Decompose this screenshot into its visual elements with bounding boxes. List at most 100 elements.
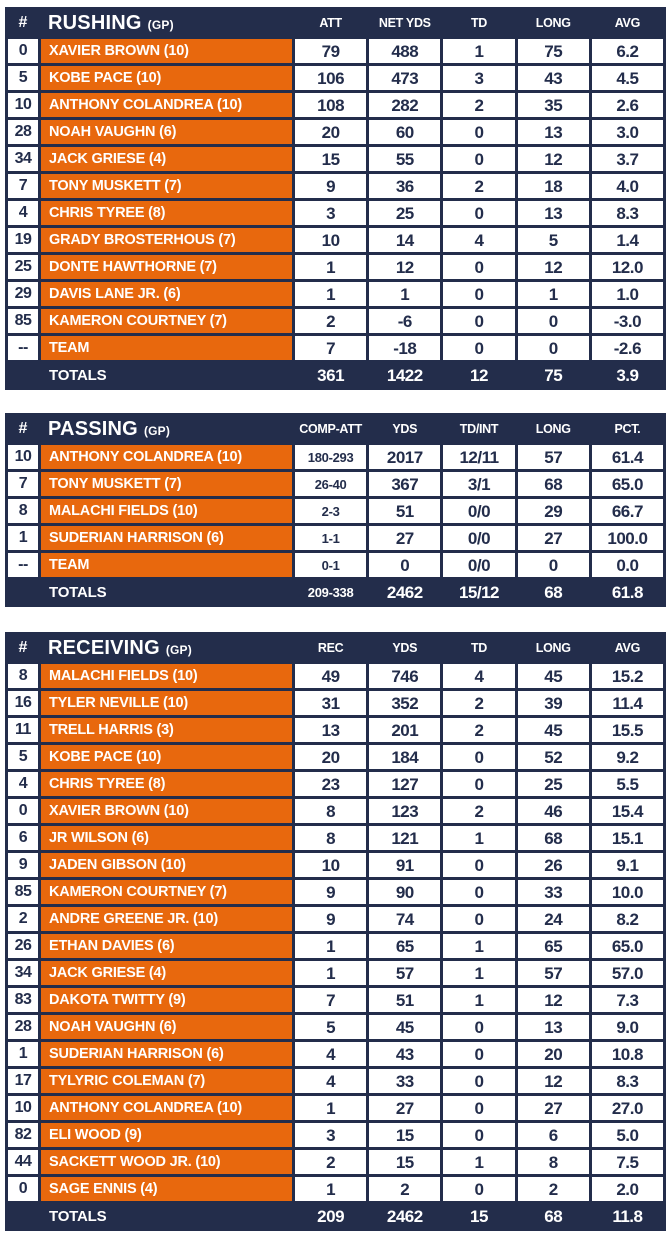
stat-value: 39	[517, 691, 589, 715]
stat-value: 108	[295, 93, 367, 117]
player-name: SAGE ENNIS (4)	[41, 1177, 292, 1201]
stat-value: 4.0	[591, 174, 663, 198]
player-number: 7	[8, 472, 38, 496]
number-column-header: #	[8, 10, 38, 36]
stat-value: 0	[369, 553, 441, 577]
stat-value: 2	[295, 309, 367, 333]
player-name: MALACHI FIELDS (10)	[41, 664, 292, 688]
stats-tables-container: # RUSHING (GP) ATT NET YDS TD LONG AVG 0 XAVIER B…	[0, 7, 671, 1231]
stat-value: 488	[369, 39, 441, 63]
stat-value: 68	[517, 826, 589, 850]
stat-value: 0	[443, 147, 515, 171]
stat-value: 51	[369, 988, 441, 1012]
stat-value: 10.8	[591, 1042, 663, 1066]
games-played-label: (GP)	[147, 17, 174, 32]
player-name: JR WILSON (6)	[41, 826, 292, 850]
stat-value: 0	[443, 1177, 515, 1201]
player-number: 28	[8, 1015, 38, 1039]
stat-value: 0	[443, 120, 515, 144]
player-name: TEAM	[41, 553, 292, 577]
totals-stat-value: 2462	[369, 1204, 441, 1228]
stat-value: 65	[517, 934, 589, 958]
player-number: 25	[8, 255, 38, 279]
stat-value: 2	[443, 93, 515, 117]
stat-value: 180-293	[295, 445, 367, 469]
stat-value: 121	[369, 826, 441, 850]
stat-value: 0-1	[295, 553, 367, 577]
stat-value: 20	[295, 120, 367, 144]
totals-stat-value: 12	[443, 363, 515, 387]
player-number: 44	[8, 1150, 38, 1174]
stat-value: 15.2	[591, 664, 663, 688]
totals-stat-value: 209	[295, 1204, 367, 1228]
player-name: ELI WOOD (9)	[41, 1123, 292, 1147]
stat-value: 6	[517, 1123, 589, 1147]
player-name: KAMERON COURTNEY (7)	[41, 309, 292, 333]
stat-value: 61.4	[591, 445, 663, 469]
stat-value: 0	[443, 745, 515, 769]
player-number: 5	[8, 66, 38, 90]
table-title: PASSING (GP)	[41, 416, 292, 442]
player-name: ANTHONY COLANDREA (10)	[41, 1096, 292, 1120]
player-name: TONY MUSKETT (7)	[41, 472, 292, 496]
column-header-avg: AVG	[591, 635, 663, 661]
stat-value: 7	[295, 988, 367, 1012]
stat-value: 8	[295, 799, 367, 823]
stat-value: 3	[295, 1123, 367, 1147]
column-header-pct: PCT.	[591, 416, 663, 442]
stat-value: 127	[369, 772, 441, 796]
stat-value: 9	[295, 907, 367, 931]
player-number: --	[8, 336, 38, 360]
table-title-text: RECEIVING	[48, 637, 160, 659]
stat-value: 746	[369, 664, 441, 688]
player-number: 10	[8, 445, 38, 469]
stat-value: 12/11	[443, 445, 515, 469]
stat-value: 2.0	[591, 1177, 663, 1201]
player-name: NOAH VAUGHN (6)	[41, 120, 292, 144]
stat-value: 1	[295, 282, 367, 306]
player-name: ANTHONY COLANDREA (10)	[41, 93, 292, 117]
passing-table: # PASSING (GP) COMP-ATT YDS TD/INT LONG PCT. 10 A…	[5, 413, 666, 607]
stat-value: 2-3	[295, 499, 367, 523]
stat-value: 65.0	[591, 472, 663, 496]
stat-value: 0/0	[443, 499, 515, 523]
stat-value: 473	[369, 66, 441, 90]
stat-value: 352	[369, 691, 441, 715]
totals-label: TOTALS	[41, 580, 292, 604]
stat-value: 15.4	[591, 799, 663, 823]
player-name: SACKETT WOOD JR. (10)	[41, 1150, 292, 1174]
stat-value: 12	[517, 147, 589, 171]
stat-value: 75	[517, 39, 589, 63]
player-number: 4	[8, 772, 38, 796]
player-name: TONY MUSKETT (7)	[41, 174, 292, 198]
stat-value: 1	[369, 282, 441, 306]
stat-value: 35	[517, 93, 589, 117]
games-played-label: (GP)	[165, 642, 192, 657]
stat-value: 15.5	[591, 718, 663, 742]
table-title-text: PASSING	[48, 418, 138, 440]
stat-value: 1	[443, 826, 515, 850]
stat-value: 66.7	[591, 499, 663, 523]
stat-value: 57	[517, 961, 589, 985]
player-number: 34	[8, 961, 38, 985]
stat-value: 9	[295, 880, 367, 904]
stat-value: 11.4	[591, 691, 663, 715]
stat-value: 51	[369, 499, 441, 523]
column-header-rec: REC	[295, 635, 367, 661]
column-header-td-int: TD/INT	[443, 416, 515, 442]
player-number: --	[8, 553, 38, 577]
player-name: KOBE PACE (10)	[41, 66, 292, 90]
stat-value: 5.5	[591, 772, 663, 796]
stat-value: 20	[295, 745, 367, 769]
player-number: 6	[8, 826, 38, 850]
stat-value: 65.0	[591, 934, 663, 958]
totals-stat-value: 75	[517, 363, 589, 387]
stat-value: 20	[517, 1042, 589, 1066]
player-number: 85	[8, 309, 38, 333]
stat-value: 45	[517, 664, 589, 688]
totals-label: TOTALS	[41, 1204, 292, 1228]
player-number: 1	[8, 1042, 38, 1066]
stat-value: 10.0	[591, 880, 663, 904]
stat-value: 12	[517, 1069, 589, 1093]
stat-value: 3	[295, 201, 367, 225]
